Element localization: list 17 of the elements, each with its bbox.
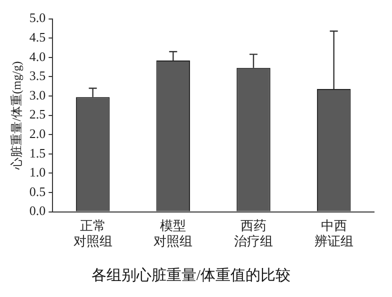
x-tick-label: 模型对照组 [154, 218, 193, 249]
y-tick-label: 4.5 [29, 30, 46, 45]
y-tick-label: 4.0 [29, 48, 46, 64]
x-tick-label: 西药治疗组 [234, 218, 273, 249]
y-tick-label: 2.0 [29, 126, 46, 142]
y-tick-label: 1.5 [29, 145, 46, 160]
y-tick-label: 0.5 [29, 184, 46, 199]
y-tick-label: 3.5 [29, 68, 46, 84]
y-tick-label: 2.5 [29, 106, 46, 122]
x-tick-label: 正常对照组 [73, 218, 112, 249]
y-tick-label: 0.0 [29, 203, 46, 218]
y-tick-label: 1.0 [29, 164, 46, 180]
text: 各组别心脏重量/体重值的比较 [91, 266, 291, 284]
y-axis-title: 心脏重量/体重(mg/g) [9, 61, 24, 170]
x-tick-label: 中西辨证组 [314, 218, 354, 249]
y-tick-label: 3.0 [29, 87, 46, 102]
y-tick-label: 5.0 [29, 10, 46, 26]
